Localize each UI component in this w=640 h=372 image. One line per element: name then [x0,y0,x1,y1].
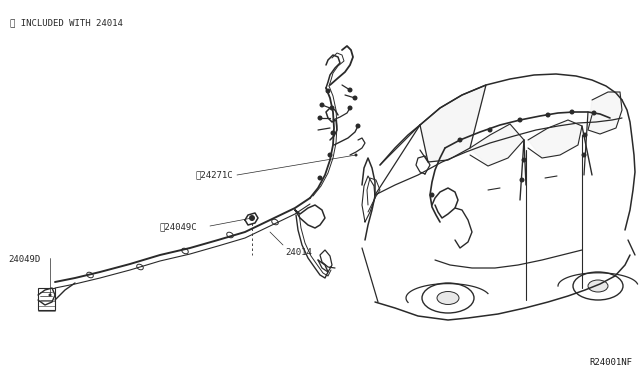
Circle shape [355,124,360,128]
Polygon shape [420,85,486,162]
Ellipse shape [437,292,459,305]
Polygon shape [528,120,582,158]
Circle shape [49,294,51,296]
Circle shape [250,216,254,220]
Ellipse shape [573,272,623,300]
Circle shape [326,89,330,93]
Circle shape [520,177,525,183]
Circle shape [330,131,335,135]
Circle shape [582,153,586,157]
Circle shape [545,112,550,118]
Circle shape [319,103,324,108]
Circle shape [522,157,527,163]
Ellipse shape [137,264,143,270]
Ellipse shape [182,248,188,254]
Circle shape [570,109,575,115]
Circle shape [458,138,463,142]
Circle shape [348,106,353,110]
Text: ※24049C: ※24049C [160,222,198,231]
Ellipse shape [272,219,278,225]
Circle shape [355,154,358,157]
Circle shape [518,118,522,122]
Circle shape [591,110,596,115]
Circle shape [353,96,358,100]
Ellipse shape [422,283,474,313]
Text: ※ INCLUDED WITH 24014: ※ INCLUDED WITH 24014 [10,18,123,27]
Text: ※24271C: ※24271C [195,170,232,179]
Circle shape [249,215,255,221]
Circle shape [317,115,323,121]
Polygon shape [470,124,524,166]
Circle shape [317,176,323,180]
Circle shape [582,132,588,138]
Circle shape [348,87,353,93]
Text: R24001NF: R24001NF [589,358,632,367]
Ellipse shape [227,232,233,238]
Text: 24014: 24014 [285,248,312,257]
Circle shape [488,128,493,132]
Polygon shape [588,92,622,134]
Circle shape [429,192,435,198]
Circle shape [330,106,335,110]
Text: 24049D: 24049D [8,255,40,264]
Ellipse shape [588,280,608,292]
Ellipse shape [87,272,93,278]
Circle shape [328,153,333,157]
FancyBboxPatch shape [38,288,55,310]
